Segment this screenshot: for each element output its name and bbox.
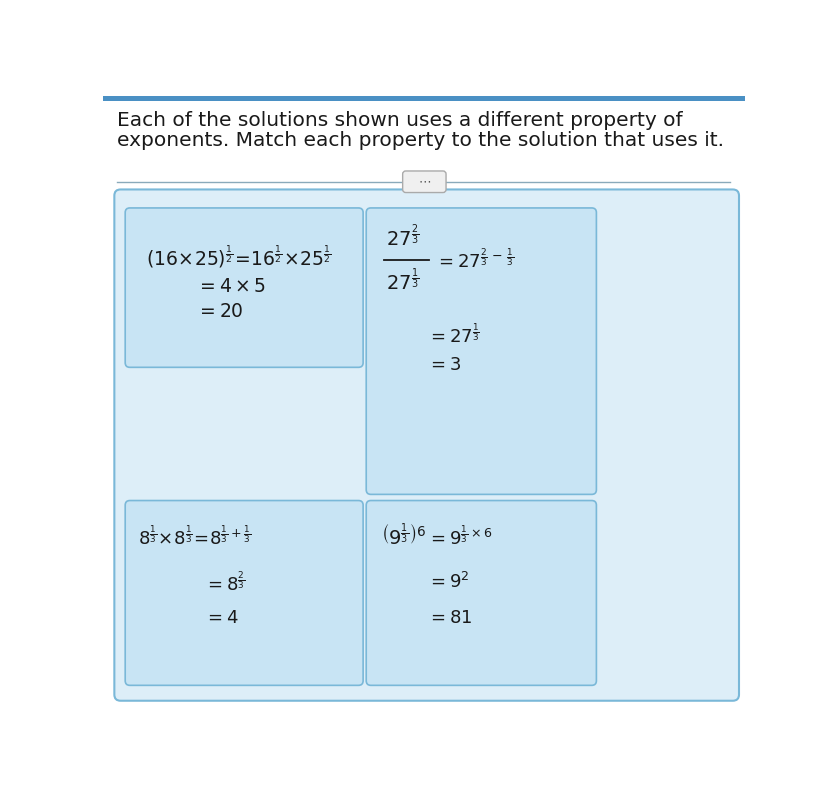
Text: $=4\times5$: $=4\times5$ <box>196 277 266 296</box>
Text: $=20$: $=20$ <box>196 302 244 321</box>
Text: $8^{\frac{1}{3}}\!\times\!8^{\frac{1}{3}}\!=\!8^{\frac{1}{3}+\frac{1}{3}}$: $8^{\frac{1}{3}}\!\times\!8^{\frac{1}{3}… <box>137 524 251 548</box>
Text: $=9^{2}$: $=9^{2}$ <box>427 572 470 592</box>
Text: $=3$: $=3$ <box>427 356 461 374</box>
Text: $=8^{\frac{2}{3}}$: $=8^{\frac{2}{3}}$ <box>204 570 246 594</box>
Text: $=27^{\frac{1}{3}}$: $=27^{\frac{1}{3}}$ <box>427 322 480 346</box>
Text: $27^{\frac{2}{3}}$: $27^{\frac{2}{3}}$ <box>386 223 419 250</box>
Text: $27^{\frac{1}{3}}$: $27^{\frac{1}{3}}$ <box>386 267 419 294</box>
Text: $=81$: $=81$ <box>427 609 472 626</box>
FancyBboxPatch shape <box>366 208 595 494</box>
FancyBboxPatch shape <box>114 189 739 700</box>
Text: exponents. Match each property to the solution that uses it.: exponents. Match each property to the so… <box>117 131 724 150</box>
FancyBboxPatch shape <box>103 96 744 101</box>
FancyBboxPatch shape <box>402 171 446 193</box>
Text: $\left(9^{\frac{1}{3}}\right)^{6}$: $\left(9^{\frac{1}{3}}\right)^{6}$ <box>380 523 426 549</box>
FancyBboxPatch shape <box>125 501 363 685</box>
FancyBboxPatch shape <box>125 208 363 367</box>
Text: $=9^{\frac{1}{3}\times6}$: $=9^{\frac{1}{3}\times6}$ <box>427 524 492 548</box>
Text: $=27^{\frac{2}{3}\,-\,\frac{1}{3}}$: $=27^{\frac{2}{3}\,-\,\frac{1}{3}}$ <box>435 248 514 271</box>
Text: ⋯: ⋯ <box>418 175 430 189</box>
Text: $(16\!\times\!25)^{\frac{1}{2}}\!=\!16^{\frac{1}{2}}\!\times\!25^{\frac{1}{2}}$: $(16\!\times\!25)^{\frac{1}{2}}\!=\!16^{… <box>146 244 331 271</box>
Text: $=4$: $=4$ <box>204 609 238 626</box>
FancyBboxPatch shape <box>366 501 595 685</box>
Text: Each of the solutions shown uses a different property of: Each of the solutions shown uses a diffe… <box>117 111 682 130</box>
